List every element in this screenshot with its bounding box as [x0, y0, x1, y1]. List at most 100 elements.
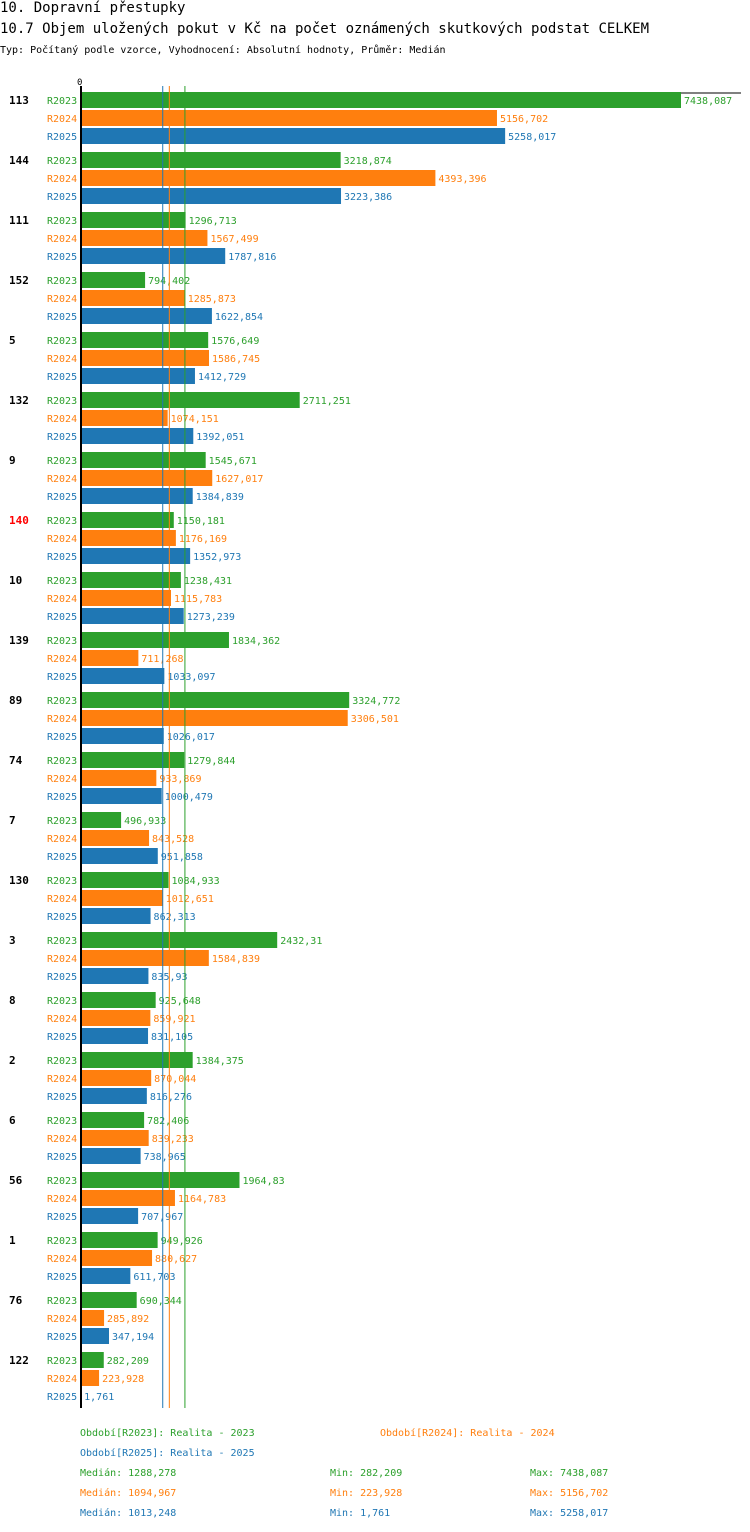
series-label: R2024 — [47, 174, 77, 185]
data-label: 1392,051 — [196, 432, 244, 443]
legend-max-r2024: Max: 5156,702 — [530, 1488, 609, 1499]
bar — [81, 650, 139, 666]
data-label: 707,967 — [141, 1212, 183, 1223]
bar — [81, 872, 169, 888]
legend-min-r2023: Min: 282,209 — [330, 1468, 403, 1479]
data-label: 1000,479 — [165, 792, 213, 803]
data-label: 862,313 — [154, 912, 196, 923]
legend-min-r2025: Min: 1,761 — [330, 1508, 391, 1519]
bar — [81, 668, 165, 684]
bar — [81, 350, 209, 366]
bar — [81, 890, 163, 906]
series-label: R2024 — [47, 774, 77, 785]
legend-max-r2025: Max: 5258,017 — [530, 1508, 609, 1519]
bar — [81, 950, 209, 966]
bar — [81, 1370, 100, 1386]
series-label: R2024 — [47, 294, 77, 305]
data-label: 1567,499 — [210, 234, 258, 245]
data-label: 1787,816 — [228, 252, 276, 263]
data-label: 782,406 — [147, 1116, 189, 1127]
bar — [81, 1148, 141, 1164]
bar — [81, 1232, 158, 1248]
bar — [81, 368, 195, 384]
bar — [81, 1208, 139, 1224]
category-label: 6 — [9, 1114, 16, 1127]
bar — [81, 848, 158, 864]
data-label: 870,044 — [154, 1074, 196, 1085]
bar — [81, 212, 186, 228]
data-label: 1834,362 — [232, 636, 280, 647]
category-label: 5 — [9, 334, 16, 347]
category-label: 130 — [9, 874, 29, 887]
category-label: 139 — [9, 634, 29, 647]
category-label: 76 — [9, 1294, 23, 1307]
data-label: 223,928 — [102, 1374, 144, 1385]
data-label: 3306,501 — [351, 714, 399, 725]
series-label: R2023 — [47, 1176, 77, 1187]
data-label: 611,703 — [133, 1272, 175, 1283]
legend-median-r2024: Medián: 1094,967 — [80, 1488, 177, 1499]
chart-subtitle: Typ: Počítaný podle vzorce, Vyhodnocení:… — [0, 45, 446, 56]
series-label: R2023 — [47, 336, 77, 347]
series-label: R2023 — [47, 996, 77, 1007]
bar — [81, 1250, 153, 1266]
series-label: R2025 — [47, 432, 77, 443]
category-label: 10 — [9, 574, 22, 587]
data-label: 282,209 — [107, 1356, 149, 1367]
bar — [81, 830, 150, 846]
series-label: R2025 — [47, 792, 77, 803]
category-label: 113 — [9, 94, 29, 107]
series-label: R2025 — [47, 312, 77, 323]
data-label: 951,858 — [161, 852, 203, 863]
bar — [81, 1190, 175, 1206]
series-label: R2023 — [47, 1236, 77, 1247]
series-label: R2025 — [47, 1332, 77, 1343]
series-label: R2023 — [47, 1296, 77, 1307]
data-label: 816,276 — [150, 1092, 192, 1103]
data-label: 690,344 — [140, 1296, 182, 1307]
series-label: R2025 — [47, 912, 77, 923]
data-label: 7438,087 — [684, 96, 732, 107]
bar — [81, 992, 156, 1008]
data-label: 2711,251 — [303, 396, 351, 407]
series-label: R2024 — [47, 114, 77, 125]
series-label: R2025 — [47, 1392, 77, 1403]
data-label: 1279,844 — [187, 756, 235, 767]
bar — [81, 188, 342, 204]
data-label: 880,627 — [155, 1254, 197, 1265]
series-label: R2023 — [47, 816, 77, 827]
series-label: R2024 — [47, 1374, 77, 1385]
series-label: R2023 — [47, 936, 77, 947]
series-label: R2024 — [47, 234, 77, 245]
data-label: 1084,933 — [172, 876, 220, 887]
bar — [81, 110, 497, 126]
bar — [81, 728, 164, 744]
data-label: 347,194 — [112, 1332, 154, 1343]
x-tick-label: 0 — [77, 78, 82, 88]
series-label: R2023 — [47, 636, 77, 647]
series-label: R2023 — [47, 1116, 77, 1127]
bar — [81, 392, 300, 408]
bar — [81, 590, 172, 606]
category-label: 3 — [9, 934, 16, 947]
data-label: 1964,83 — [242, 1176, 284, 1187]
series-label: R2025 — [47, 1272, 77, 1283]
bar — [81, 548, 191, 564]
series-label: R2024 — [47, 1014, 77, 1025]
legend-period-r2024: Období[R2024]: Realita - 2024 — [380, 1428, 555, 1439]
bar — [81, 290, 185, 306]
data-label: 5258,017 — [508, 132, 556, 143]
bar — [81, 1028, 149, 1044]
bar — [81, 470, 213, 486]
data-label: 839,233 — [152, 1134, 194, 1145]
data-label: 1273,239 — [187, 612, 235, 623]
data-label: 1352,973 — [193, 552, 241, 563]
bar — [81, 308, 212, 324]
category-label: 122 — [9, 1354, 29, 1367]
data-label: 738,965 — [144, 1152, 186, 1163]
data-label: 1384,375 — [196, 1056, 244, 1067]
data-label: 1296,713 — [189, 216, 237, 227]
data-label: 1627,017 — [215, 474, 263, 485]
series-label: R2025 — [47, 852, 77, 863]
legend-median-r2025: Medián: 1013,248 — [80, 1508, 177, 1519]
